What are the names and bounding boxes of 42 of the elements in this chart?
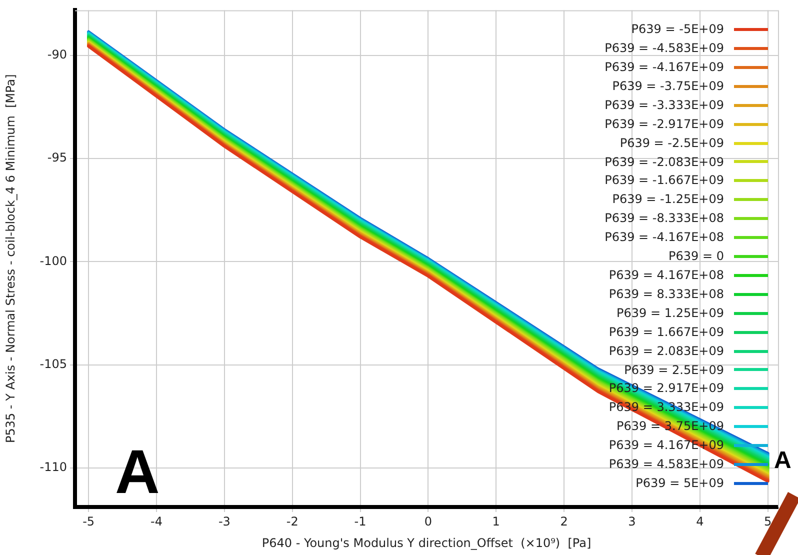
legend-label: P639 = -3.333E+09 — [604, 96, 724, 114]
annotation: A — [115, 438, 160, 507]
legend-label: P639 = 4.583E+09 — [608, 456, 724, 474]
legend-label: P639 = 5E+09 — [636, 474, 724, 492]
legend-label: P639 = -4.167E+08 — [604, 229, 724, 246]
legend-label: P639 = 3.75E+09 — [616, 418, 724, 436]
legend-label: P639 = -2.5E+09 — [620, 134, 724, 152]
legend-label: P639 = 2.5E+09 — [624, 362, 724, 378]
legend-label: P639 = -5E+09 — [631, 21, 724, 38]
y-tick-label: -90 — [47, 48, 67, 62]
legend-label: P639 = 8.333E+08 — [608, 286, 724, 303]
x-tick-label: 4 — [696, 514, 704, 528]
x-tick-label: 2 — [560, 514, 568, 528]
legend-label: P639 = 1.25E+09 — [616, 304, 724, 322]
x-axis-title: P640 - Young's Modulus Y direction_Offset (×10⁹) [Pa] — [262, 536, 592, 550]
legend-label: P639 = -2.083E+09 — [604, 154, 724, 171]
y-axis-title: P535 - Y Axis - Normal Stress - coil-block_4 6 Minimum [MPa] — [3, 74, 18, 444]
legend-label: P639 = -4.167E+09 — [604, 59, 724, 76]
x-tick-label: -1 — [354, 514, 366, 528]
x-tick-label: 5 — [764, 514, 772, 528]
x-tick-label: -4 — [150, 514, 162, 528]
legend-label: P639 = 2.083E+09 — [608, 342, 724, 360]
legend-label: P639 = 0 — [668, 248, 724, 266]
legend-label: P639 = 1.667E+09 — [608, 324, 724, 341]
y-tick-label: -110 — [40, 460, 67, 474]
y-tick-label: -105 — [40, 356, 67, 371]
y-tick-label: -100 — [40, 254, 67, 268]
legend-label: P639 = -8.333E+08 — [604, 210, 724, 228]
x-tick-label: 1 — [492, 514, 500, 528]
x-tick-label: 0 — [424, 514, 432, 528]
legend-label: P639 = -3.75E+09 — [612, 78, 724, 95]
x-tick-label: -3 — [218, 514, 230, 528]
legend-label: P639 = -4.583E+09 — [604, 40, 724, 58]
annotation: A — [774, 447, 792, 474]
legend-label: P639 = -1.667E+09 — [604, 172, 724, 190]
x-tick-label: -5 — [82, 514, 95, 528]
x-tick-label: -2 — [286, 514, 298, 528]
legend-label: P639 = 4.167E+08 — [608, 266, 724, 284]
y-tick-label: -95 — [47, 150, 67, 165]
legend-label: P639 = -2.917E+09 — [604, 116, 724, 133]
x-tick-label: 3 — [628, 514, 636, 528]
legend-label: P639 = -1.25E+09 — [612, 191, 724, 208]
